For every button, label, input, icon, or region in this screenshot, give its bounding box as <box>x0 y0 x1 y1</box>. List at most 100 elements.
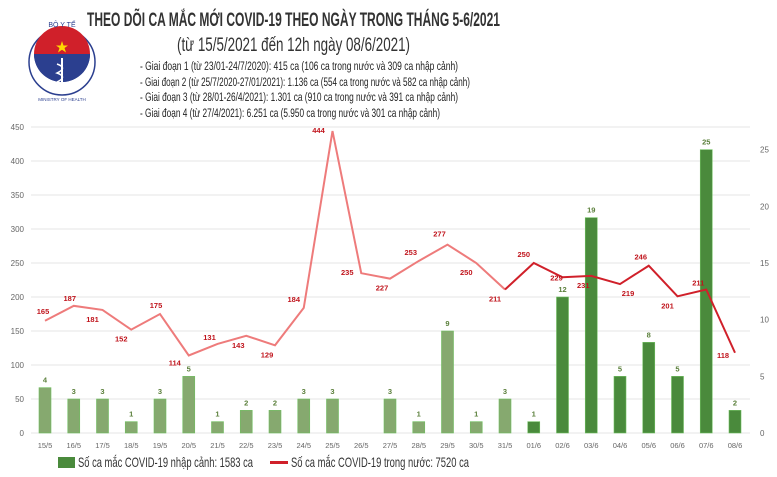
bar-data-label: 3 <box>72 387 76 396</box>
line-data-label: 229 <box>550 273 563 282</box>
bar-data-label: 3 <box>388 387 392 396</box>
bar <box>268 410 282 434</box>
bar <box>211 421 224 434</box>
line-data-label: 114 <box>169 358 182 367</box>
bar <box>441 330 454 434</box>
bar <box>38 387 52 434</box>
x-axis-tick-label: 04/6 <box>613 441 628 450</box>
bar <box>96 398 109 434</box>
bar-data-label: 25 <box>702 138 710 147</box>
left-axis-tick-label: 450 <box>11 123 25 132</box>
x-axis-tick-label: 18/5 <box>124 441 139 450</box>
bar-data-label: 2 <box>244 398 248 407</box>
legend-label-imported: Số ca mắc COVID-19 nhập cảnh: 1583 ca <box>78 454 253 470</box>
x-axis-tick-label: 15/5 <box>38 441 53 450</box>
bar <box>527 421 541 434</box>
combo-chart: 050100150200250300350400450051015202515/… <box>11 123 770 450</box>
phase-note-3: - Giai đoạn 3 (từ 28/01-26/4/2021): 1.30… <box>140 90 458 104</box>
left-axis-tick-label: 400 <box>11 157 25 166</box>
line-data-label: 231 <box>577 281 590 290</box>
bar <box>642 342 656 434</box>
line-data-label: 143 <box>232 341 245 350</box>
bar <box>239 410 253 434</box>
right-axis-tick-label: 5 <box>760 372 765 381</box>
bar-data-label: 5 <box>618 364 622 373</box>
line-data-label: 444 <box>312 126 325 135</box>
line-data-label: 250 <box>460 268 473 277</box>
x-axis-tick-label: 22/5 <box>239 441 254 450</box>
bar-data-label: 3 <box>100 387 104 396</box>
line-data-label: 181 <box>86 315 99 324</box>
line-data-label: 227 <box>376 284 389 293</box>
x-axis-tick-label: 21/5 <box>210 441 225 450</box>
line-series-recent <box>504 261 736 354</box>
phase-note-2: - Giai đoạn 2 (từ 25/7/2020-27/01/2021):… <box>140 74 470 89</box>
bar-data-label: 2 <box>273 398 277 407</box>
x-axis-tick-label: 02/6 <box>555 441 570 450</box>
right-axis-tick-label: 0 <box>760 429 765 438</box>
bar-data-label: 19 <box>587 206 595 215</box>
x-axis-tick-label: 20/5 <box>181 441 196 450</box>
x-axis-tick-label: 23/5 <box>268 441 283 450</box>
x-axis-tick-label: 07/6 <box>699 441 714 450</box>
line-data-label: 211 <box>692 279 704 288</box>
x-axis-tick-label: 26/5 <box>354 441 369 450</box>
bar-data-label: 1 <box>532 410 536 419</box>
legend-swatch-line <box>270 460 288 464</box>
ministry-of-health-logo: BỘ Y TẾ MINISTRY OF HEALTH <box>28 19 96 102</box>
svg-text:BỘ Y TẾ: BỘ Y TẾ <box>48 19 76 29</box>
phase-note-4: - Giai đoạn 4 (từ 27/4/2021): 6.251 ca (… <box>140 105 440 120</box>
bar-data-label: 1 <box>474 410 478 419</box>
legend-label-domestic: Số ca mắc COVID-19 trong nước: 7520 ca <box>291 454 469 470</box>
right-axis-tick-label: 25 <box>760 146 769 155</box>
x-axis-tick-label: 03/6 <box>584 441 599 450</box>
bar-data-label: 2 <box>733 398 737 407</box>
bar-data-label: 1 <box>215 410 219 419</box>
bar <box>383 398 397 434</box>
phase-note-1: - Giai đoạn 1 (từ 23/01-24/7/2020): 415 … <box>140 59 458 73</box>
bar <box>498 398 512 434</box>
left-axis-tick-label: 300 <box>11 225 25 234</box>
x-axis-tick-label: 06/6 <box>670 441 685 450</box>
bar <box>297 398 311 434</box>
left-axis-tick-label: 200 <box>11 293 25 302</box>
chart-title: THEO DÕI CA MẮC MỚI COVID-19 THEO NGÀY T… <box>87 9 501 31</box>
x-axis-tick-label: 05/6 <box>641 441 656 450</box>
svg-text:MINISTRY OF HEALTH: MINISTRY OF HEALTH <box>38 97 86 102</box>
x-axis-tick-label: 01/6 <box>526 441 541 450</box>
x-axis-tick-label: 25/5 <box>325 441 340 450</box>
line-data-label: 277 <box>433 230 446 239</box>
chart-subtitle: (từ 15/5/2021 đến 12h ngày 08/6/2021) <box>177 34 410 56</box>
bar-data-label: 1 <box>417 410 421 419</box>
x-axis-tick-label: 24/5 <box>296 441 311 450</box>
line-data-label: 253 <box>404 248 417 257</box>
bar <box>182 376 196 434</box>
bar-data-label: 3 <box>503 387 507 396</box>
bar-data-label: 1 <box>129 410 133 419</box>
left-axis-tick-label: 0 <box>20 429 25 438</box>
bar <box>584 217 598 434</box>
x-axis-tick-label: 31/5 <box>498 441 513 450</box>
left-axis-tick-label: 350 <box>11 191 25 200</box>
bar <box>469 421 483 434</box>
line-data-label: 201 <box>661 301 674 310</box>
x-axis-tick-label: 17/5 <box>95 441 110 450</box>
x-axis-tick-label: 28/5 <box>411 441 426 450</box>
line-data-label: 129 <box>261 350 274 359</box>
line-data-label: 184 <box>287 295 300 304</box>
left-axis-tick-label: 50 <box>15 395 24 404</box>
bar-data-label: 4 <box>43 376 48 385</box>
line-data-label: 211 <box>489 295 501 304</box>
line-data-label: 246 <box>634 253 647 262</box>
left-axis-tick-label: 250 <box>11 259 25 268</box>
left-axis-tick-label: 150 <box>11 327 25 336</box>
line-data-label: 235 <box>341 268 354 277</box>
bar-data-label: 8 <box>647 330 651 339</box>
line-data-label: 250 <box>517 250 530 259</box>
line-data-label: 187 <box>63 294 76 303</box>
x-axis-tick-label: 29/5 <box>440 441 455 450</box>
bar <box>67 398 81 434</box>
bar-data-label: 3 <box>330 387 334 396</box>
x-axis-tick-label: 30/5 <box>469 441 484 450</box>
bar <box>153 398 167 434</box>
